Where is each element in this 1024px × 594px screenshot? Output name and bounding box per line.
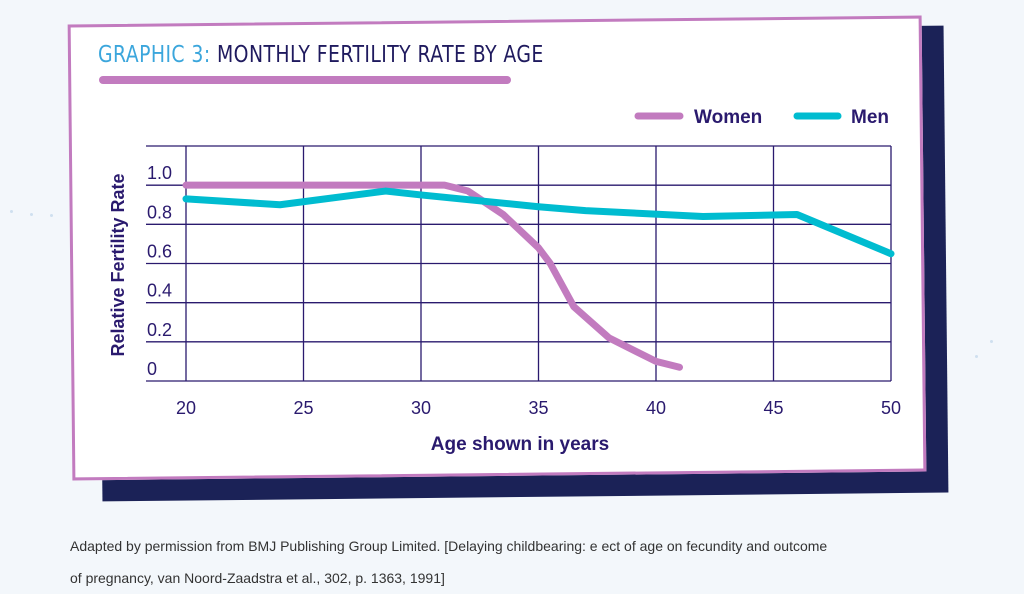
legend-label-men: Men bbox=[851, 107, 889, 128]
title-main: MONTHLY FERTILITY RATE BY AGE bbox=[217, 42, 544, 68]
title-prefix: GRAPHIC 3: bbox=[98, 42, 211, 68]
x-tick-label: 30 bbox=[411, 398, 431, 418]
y-tick-label: 0.8 bbox=[147, 202, 172, 222]
decor-dot bbox=[10, 210, 13, 213]
decor-dot bbox=[975, 355, 978, 358]
y-tick-label: 0 bbox=[147, 359, 157, 379]
x-tick-label: 50 bbox=[881, 398, 901, 418]
x-axis-label: Age shown in years bbox=[431, 434, 609, 455]
decor-dot bbox=[50, 214, 53, 217]
legend-label-women: Women bbox=[694, 107, 762, 128]
y-axis-label: Relative Fertility Rate bbox=[108, 173, 128, 356]
x-tick-label: 45 bbox=[763, 398, 783, 418]
x-tick-label: 35 bbox=[528, 398, 548, 418]
title-underline bbox=[99, 76, 511, 84]
caption-line-1: Adapted by permission from BMJ Publishin… bbox=[70, 538, 828, 554]
chart-title: GRAPHIC 3: MONTHLY FERTILITY RATE BY AGE bbox=[98, 42, 544, 68]
caption: Adapted by permission from BMJ Publishin… bbox=[70, 530, 970, 594]
y-tick-label: 1.0 bbox=[147, 163, 172, 183]
decor-dot bbox=[30, 213, 33, 216]
y-tick-label: 0.2 bbox=[147, 320, 172, 340]
x-tick-label: 40 bbox=[646, 398, 666, 418]
series-line-women bbox=[182, 181, 683, 371]
y-tick-label: 0.6 bbox=[147, 242, 172, 262]
x-tick-label: 25 bbox=[293, 398, 313, 418]
x-tick-label: 20 bbox=[176, 398, 196, 418]
decor-dot bbox=[990, 340, 993, 343]
y-tick-label: 0.4 bbox=[147, 281, 172, 301]
series-line-men bbox=[182, 187, 895, 258]
caption-line-2: of pregnancy, van Noord-Zaadstra et al.,… bbox=[70, 570, 445, 586]
